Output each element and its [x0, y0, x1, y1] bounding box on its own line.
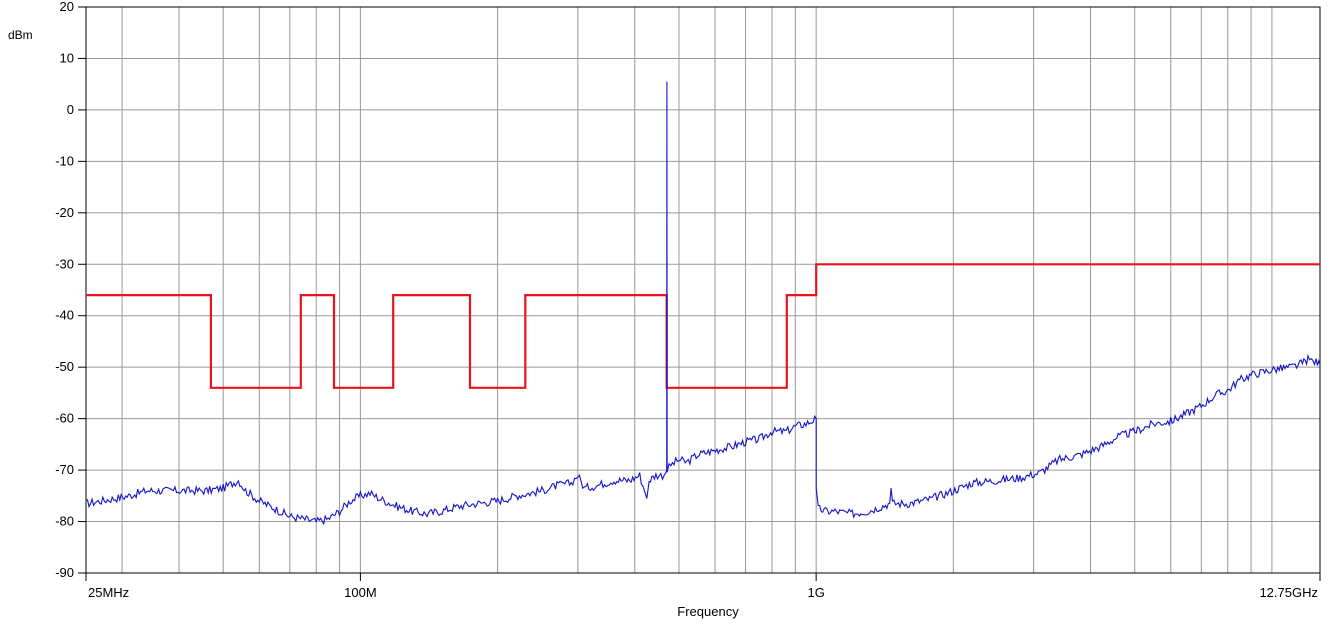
x-tick-label: 1G — [807, 585, 824, 600]
y-tick-label: -90 — [55, 565, 74, 580]
x-tick-label: 25MHz — [88, 585, 129, 600]
y-tick-label: 0 — [67, 102, 74, 117]
plot-frame — [85, 6, 1321, 574]
x-tick-label: 100M — [344, 585, 377, 600]
grid — [86, 6, 1320, 574]
y-tick-label: -40 — [55, 308, 74, 323]
y-tick-label: -70 — [55, 462, 74, 477]
y-tick-labels: 20 10 0 -10 -20 -30 -40 -50 -60 -70 -80 -90 — [55, 0, 86, 580]
x-tick-label: 12.75GHz — [1259, 585, 1318, 600]
y-tick-label: -80 — [55, 514, 74, 529]
limit-line — [86, 263, 1320, 389]
y-tick-label: -20 — [55, 205, 74, 220]
y-tick-label: 10 — [60, 50, 74, 65]
y-tick-label: -10 — [55, 153, 74, 168]
x-axis-label: Frequency — [677, 604, 739, 619]
y-tick-label: -60 — [55, 411, 74, 426]
series — [85, 81, 1321, 526]
y-tick-label: -50 — [55, 359, 74, 374]
y-tick-label: 20 — [60, 0, 74, 14]
x-tick-labels: 25MHz 100M 1G 12.75GHz — [85, 573, 1321, 600]
y-tick-label: -30 — [55, 256, 74, 271]
y-axis-unit-label: dBm — [8, 28, 33, 42]
measured-trace — [85, 81, 1321, 526]
